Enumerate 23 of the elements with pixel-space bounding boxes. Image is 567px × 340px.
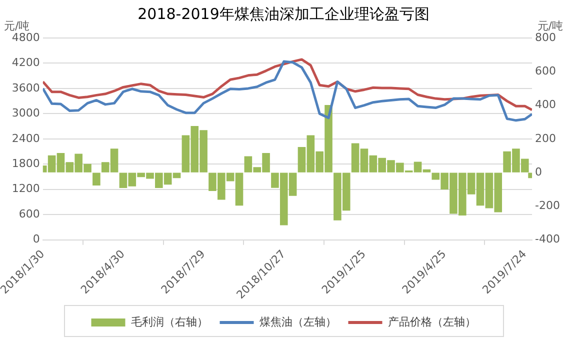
y2-tick-label: 600 [535, 64, 556, 78]
y-tick-label: 2400 [12, 132, 40, 145]
y2-axis-title: 元/吨 [537, 19, 563, 32]
y-tick-label: 4200 [12, 56, 40, 70]
y2-tick-label: 800 [535, 30, 556, 44]
legend-label: 毛利润（右轴） [130, 315, 208, 328]
y-tick-label: 3000 [12, 106, 40, 120]
y-tick-label: 1200 [12, 182, 40, 196]
chart-title: 2018-2019年煤焦油深加工企业理论盈亏图 [138, 4, 430, 23]
y-axis-title: 元/吨 [4, 19, 30, 32]
y-tick-label: 0 [32, 232, 40, 246]
y-tick-label: 1800 [12, 157, 40, 170]
bar [92, 172, 100, 186]
legend-label: 煤焦油（左轴） [259, 315, 336, 328]
y2-tick-label: -200 [535, 199, 560, 212]
y-tick-label: 4800 [12, 30, 40, 44]
y2-tick-label: 0 [535, 165, 542, 178]
y2-tick-label: 200 [535, 132, 556, 145]
y-tick-label: 600 [18, 207, 40, 220]
y2-tick-label: -400 [535, 232, 560, 246]
y-tick-label: 3600 [12, 81, 40, 94]
y2-tick-label: 400 [535, 98, 556, 112]
legend-label: 产品价格（左轴） [388, 315, 476, 328]
